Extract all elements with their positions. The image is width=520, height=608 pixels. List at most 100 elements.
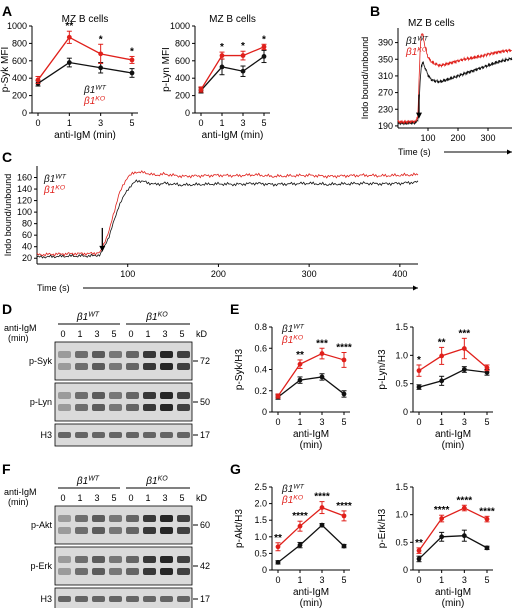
- blot-header-sup: KO: [158, 476, 169, 483]
- blot-kd-label: kD: [196, 493, 208, 503]
- blot-lane-time: 3: [94, 329, 99, 339]
- x-tick-label: 3: [462, 575, 467, 585]
- x-tick-label: 1: [439, 575, 444, 585]
- y-axis-label: p-Syk/H3: [234, 349, 245, 391]
- y-tick-label: 160: [17, 173, 32, 183]
- blot-band: [92, 404, 105, 411]
- data-point-ko: [275, 544, 281, 550]
- x-tick-label: 5: [261, 118, 266, 128]
- blot-band: [177, 404, 190, 411]
- blot-band: [109, 432, 122, 438]
- blot-band: [109, 596, 122, 602]
- blot-band: [109, 404, 122, 411]
- blot-band: [109, 556, 122, 563]
- y-tick-label: 600: [12, 56, 27, 66]
- y-axis-label: p-Erk/H3: [377, 508, 388, 548]
- blot-treatment-label: anti-IgM: [4, 487, 37, 497]
- blot-kd-value: 72: [200, 356, 210, 366]
- series-line-ko: [200, 46, 265, 90]
- blot-band: [126, 363, 139, 370]
- chart-title: MZ B cells: [209, 14, 256, 25]
- x-tick-label: 5: [484, 417, 489, 427]
- blot-band: [143, 556, 156, 563]
- data-point-ko: [319, 505, 325, 510]
- blot-band: [109, 515, 122, 522]
- blot-strip: [54, 505, 193, 545]
- data-point-ko: [240, 53, 246, 58]
- chart-title: MZ B cells: [62, 14, 109, 25]
- data-point-ko: [341, 357, 347, 363]
- blot-band: [126, 432, 139, 438]
- x-tick-label: 5: [341, 417, 346, 427]
- legend-wt-sup: WT: [293, 324, 304, 331]
- blot-strip: [54, 382, 193, 422]
- significance-stars: **: [415, 538, 423, 549]
- data-point-wt: [129, 70, 135, 76]
- legend-ko: β1KO: [405, 47, 428, 59]
- significance-stars: ****: [314, 492, 330, 503]
- blot-lane-time: 0: [128, 329, 133, 339]
- x-axis-label: anti-IgM: [435, 429, 471, 440]
- data-point-ko: [439, 516, 445, 521]
- y-tick-label: 2.0: [254, 499, 267, 509]
- blot-header-base: β1: [145, 476, 157, 487]
- blot-band: [177, 363, 190, 370]
- blot-lane-time: 1: [145, 329, 150, 339]
- y-tick-label: 1.5: [254, 515, 267, 525]
- y-tick-label: 0: [262, 407, 267, 417]
- blot-band: [58, 392, 71, 399]
- legend-wt: β1WT: [405, 36, 429, 48]
- y-tick-label: 310: [378, 71, 393, 81]
- series-line-wt: [277, 524, 345, 563]
- panel-letter-c: C: [2, 149, 12, 165]
- legend-ko: β1KO: [43, 185, 66, 197]
- x-tick-label: 0: [275, 575, 280, 585]
- legend-ko: β1KO: [281, 335, 304, 347]
- x-axis-label: anti-IgM (min): [202, 130, 264, 141]
- blot-band: [58, 568, 71, 575]
- x-axis-label: Time (s): [398, 147, 431, 157]
- significance-stars: *: [99, 34, 103, 45]
- significance-stars: **: [438, 337, 446, 348]
- x-tick-label: 5: [129, 118, 134, 128]
- blot-strip: [54, 546, 193, 586]
- significance-stars: *: [130, 46, 134, 57]
- y-tick-label: 190: [378, 121, 393, 131]
- x-tick-label: 1: [439, 417, 444, 427]
- blot-lane-time: 0: [128, 493, 133, 503]
- blot-band: [143, 432, 156, 438]
- blot-band: [160, 556, 173, 563]
- blot-band: [126, 527, 139, 534]
- data-point-ko: [35, 77, 41, 83]
- blot-band: [160, 515, 173, 522]
- legend-wt-base: β1: [281, 324, 293, 335]
- data-point-wt: [240, 68, 246, 74]
- legend-ko-sup: KO: [293, 495, 304, 502]
- data-point-ko: [129, 57, 135, 63]
- blot-band: [58, 527, 71, 534]
- blot-band: [75, 351, 88, 358]
- data-point-wt: [461, 533, 467, 539]
- time-arrow-head: [507, 149, 512, 155]
- chart-pakt-h3: 0 0.5 1.0 1.5 2.0 2.5 0 1 3 5 anti-IgM(min) p-Akt/H…: [234, 482, 352, 608]
- data-point-ko: [297, 523, 303, 529]
- blot-row-label: p-Syk: [29, 356, 53, 366]
- y-tick-label: 0.8: [254, 322, 267, 332]
- data-point-wt: [341, 391, 347, 397]
- significance-stars: *: [241, 41, 245, 52]
- y-tick-label: 2.5: [254, 482, 267, 492]
- blot-band: [75, 432, 88, 438]
- blot-band: [177, 527, 190, 534]
- y-tick-label: 80: [22, 219, 32, 229]
- blot-kd-value: 17: [200, 594, 210, 604]
- blot-band: [143, 527, 156, 534]
- blot-strip: [54, 423, 193, 447]
- significance-stars: ***: [316, 338, 328, 349]
- significance-stars: *: [220, 42, 224, 53]
- y-tick-label: 0.5: [254, 548, 267, 558]
- significance-stars: **: [65, 21, 73, 32]
- data-point-wt: [261, 54, 267, 59]
- blot-band: [92, 351, 105, 358]
